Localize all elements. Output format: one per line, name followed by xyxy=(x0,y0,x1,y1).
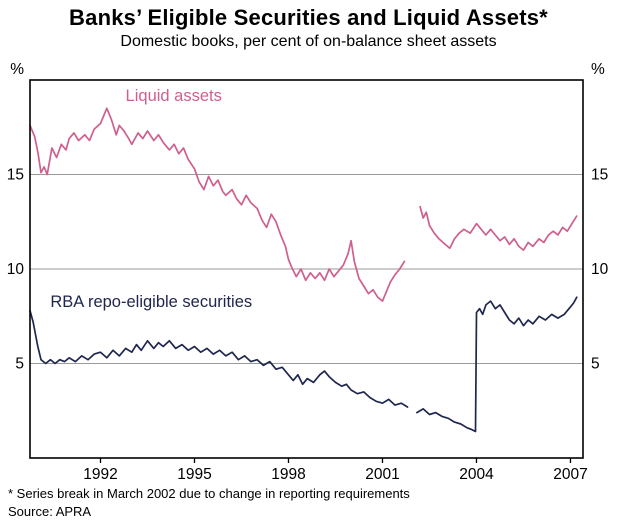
chart-source: Source: APRA xyxy=(8,504,92,519)
y-tick-label-left: 15 xyxy=(7,167,24,184)
x-tick-label: 2004 xyxy=(459,466,494,483)
series-label: Liquid assets xyxy=(126,87,222,105)
y-tick-label-right: 5 xyxy=(591,356,600,373)
y-axis-unit-right: % xyxy=(591,61,605,78)
x-tick-label: 1992 xyxy=(83,466,117,483)
x-tick-label: 1995 xyxy=(177,466,211,483)
chart-title: Banks’ Eligible Securities and Liquid As… xyxy=(69,5,548,30)
series-line-liquid-assets xyxy=(29,107,578,302)
x-tick-label: 1998 xyxy=(271,466,305,483)
series-label: RBA repo-eligible securities xyxy=(50,293,252,311)
y-tick-label-left: 5 xyxy=(15,356,24,373)
x-tick-label: 2007 xyxy=(553,466,587,483)
chart-footnote: * Series break in March 2002 due to chan… xyxy=(8,486,410,501)
y-tick-label-left: 10 xyxy=(7,261,25,278)
x-tick-label: 2001 xyxy=(365,466,399,483)
y-axis-unit-left: % xyxy=(10,61,24,78)
plot-border xyxy=(29,79,584,459)
series-line-rba-repo-eligible-securities xyxy=(29,296,578,433)
chart-subtitle: Domestic books, per cent of on-balance s… xyxy=(120,33,497,50)
y-tick-label-right: 10 xyxy=(591,261,609,278)
chart-canvas: 5 5 10 10 15 15% % 1992 1995 1998 2001 2004 2007 Liqu… xyxy=(7,61,609,483)
y-tick-label-right: 15 xyxy=(591,167,608,184)
